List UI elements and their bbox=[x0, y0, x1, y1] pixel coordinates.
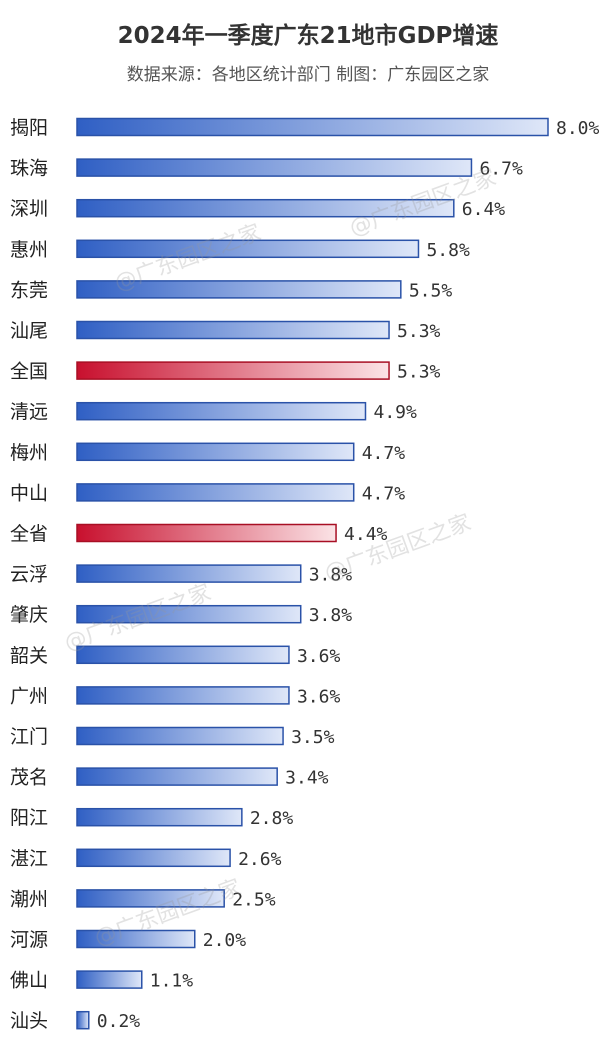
value-label: 2.0% bbox=[203, 930, 247, 951]
value-label: 6.4% bbox=[462, 199, 506, 220]
bar bbox=[76, 483, 355, 502]
value-label: 3.6% bbox=[297, 686, 341, 707]
bar bbox=[76, 726, 284, 746]
bar bbox=[76, 158, 473, 177]
bar bbox=[76, 564, 302, 583]
category-label: 东莞 bbox=[10, 279, 48, 301]
value-label: 2.8% bbox=[250, 808, 294, 829]
value-label: 2.6% bbox=[238, 849, 282, 870]
chart-title: 2024年一季度广东21地市GDP增速 bbox=[117, 23, 499, 49]
bar bbox=[76, 1010, 90, 1030]
category-label: 全省 bbox=[10, 523, 48, 545]
category-label: 汕尾 bbox=[10, 320, 48, 342]
bar bbox=[76, 239, 420, 259]
category-label: 珠海 bbox=[10, 158, 48, 180]
value-label: 3.6% bbox=[297, 646, 341, 667]
value-label: 0.2% bbox=[97, 1011, 141, 1032]
bar bbox=[76, 280, 402, 299]
bar bbox=[76, 645, 290, 665]
value-label: 3.8% bbox=[309, 565, 353, 586]
category-label: 茂名 bbox=[10, 767, 48, 789]
value-label: 4.7% bbox=[362, 483, 406, 504]
value-label: 5.8% bbox=[426, 240, 470, 261]
category-label: 江门 bbox=[10, 726, 48, 748]
bar bbox=[76, 604, 302, 624]
value-label: 2.5% bbox=[232, 889, 276, 910]
bar bbox=[76, 442, 355, 462]
value-label: 4.9% bbox=[373, 402, 417, 423]
category-label: 广州 bbox=[10, 685, 48, 707]
category-label: 湛江 bbox=[10, 848, 48, 870]
category-label: 清远 bbox=[10, 401, 48, 423]
value-label: 3.4% bbox=[285, 768, 329, 789]
value-label: 3.8% bbox=[309, 605, 353, 626]
value-label: 6.7% bbox=[479, 159, 523, 180]
category-label: 全国 bbox=[10, 361, 48, 383]
value-label: 5.3% bbox=[397, 362, 441, 383]
value-label: 4.7% bbox=[362, 443, 406, 464]
bar-highlighted bbox=[76, 523, 337, 543]
value-label: 1.1% bbox=[150, 971, 194, 992]
bar bbox=[76, 807, 243, 827]
category-label: 梅州 bbox=[10, 442, 48, 464]
category-label: 佛山 bbox=[10, 970, 48, 992]
value-label: 3.5% bbox=[291, 727, 335, 748]
bar bbox=[76, 848, 231, 868]
value-label: 8.0% bbox=[556, 118, 600, 139]
bar bbox=[76, 970, 143, 989]
category-label: 惠州 bbox=[10, 239, 48, 261]
category-label: 河源 bbox=[10, 929, 48, 951]
category-label: 潮州 bbox=[10, 888, 48, 910]
bar bbox=[76, 767, 278, 786]
bar-highlighted bbox=[76, 361, 390, 380]
bar bbox=[76, 320, 390, 340]
category-label: 云浮 bbox=[10, 564, 48, 586]
bar bbox=[76, 401, 367, 421]
chart-subtitle: 数据来源：各地区统计部门 制图：广东园区之家 bbox=[126, 65, 490, 85]
category-label: 揭阳 bbox=[10, 117, 48, 139]
category-label: 汕头 bbox=[10, 1010, 48, 1032]
category-label: 肇庆 bbox=[10, 604, 48, 626]
bar bbox=[76, 117, 549, 137]
value-label: 5.5% bbox=[409, 280, 453, 301]
category-label: 深圳 bbox=[10, 198, 48, 220]
bar bbox=[76, 686, 290, 705]
bar bbox=[76, 929, 196, 949]
value-label: 5.3% bbox=[397, 321, 441, 342]
category-label: 中山 bbox=[10, 482, 48, 504]
category-label: 韶关 bbox=[10, 645, 48, 667]
category-label: 阳江 bbox=[10, 807, 48, 829]
bar bbox=[76, 889, 225, 908]
bar bbox=[76, 198, 455, 218]
value-label: 4.4% bbox=[344, 524, 388, 545]
